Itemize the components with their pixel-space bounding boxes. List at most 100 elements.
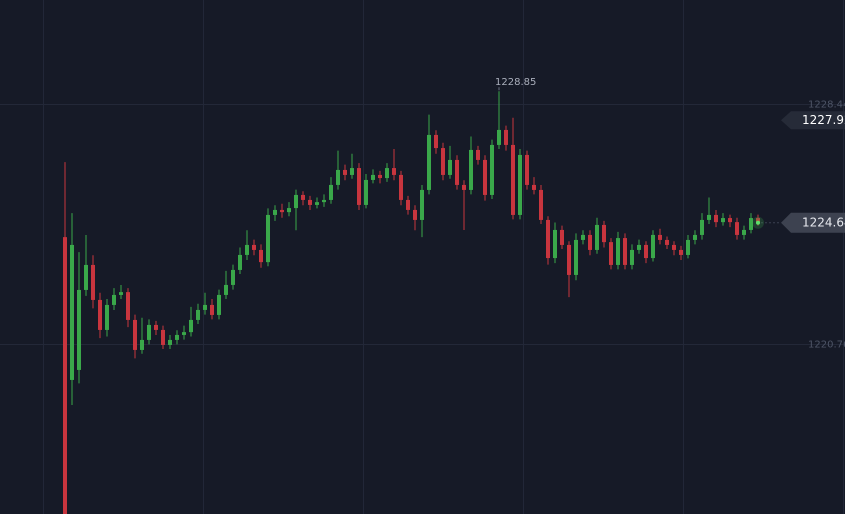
candle-body	[329, 184, 333, 200]
candle-body	[630, 249, 634, 265]
candle-body	[231, 269, 235, 285]
candle-body	[672, 244, 676, 250]
candle-body	[98, 299, 102, 330]
candle-body	[238, 254, 242, 270]
candle-body	[721, 218, 725, 223]
candle-body	[182, 332, 186, 335]
candle-body	[91, 264, 95, 300]
candle-body	[413, 209, 417, 220]
candle-body	[70, 244, 74, 380]
candle-body	[161, 329, 165, 345]
vertical-grid	[43, 0, 844, 514]
candle-body	[63, 237, 67, 514]
candle-body	[686, 239, 690, 255]
candle-body	[168, 339, 172, 345]
candle-body	[315, 202, 319, 205]
candle-body	[266, 214, 270, 263]
candle-body	[700, 219, 704, 235]
candle-body	[728, 218, 732, 223]
candle-body	[371, 174, 375, 180]
candle-body	[574, 239, 578, 275]
candle-body	[714, 214, 718, 223]
candle-body	[665, 239, 669, 245]
candle-body	[378, 174, 382, 179]
candle-body	[210, 304, 214, 315]
candle-body	[357, 168, 361, 205]
candle-body	[287, 208, 291, 213]
candle-body	[644, 244, 648, 259]
candle-body	[455, 159, 459, 185]
candle-body	[224, 284, 228, 295]
candle-body	[595, 224, 599, 250]
candle-body	[749, 218, 753, 230]
candle-body	[364, 179, 368, 205]
candle-body	[350, 168, 354, 175]
candle-body	[588, 234, 592, 250]
candle-body	[560, 229, 564, 245]
candle-body	[252, 244, 256, 250]
current-price-dot	[756, 220, 760, 225]
candle-body	[735, 222, 739, 235]
candle-body	[175, 334, 179, 340]
candle-body	[427, 134, 431, 190]
candle-body	[434, 134, 438, 149]
candle-body	[462, 184, 466, 190]
candle-body	[518, 154, 522, 215]
candle-body	[483, 159, 487, 195]
candle-body	[140, 339, 144, 350]
candle-body	[259, 249, 263, 263]
candle-body	[322, 199, 326, 203]
candle-body	[399, 174, 403, 200]
candle-body	[602, 224, 606, 243]
candle-body	[154, 324, 158, 330]
candle-body	[119, 292, 123, 295]
candle-body	[504, 129, 508, 145]
candle-body	[525, 154, 529, 185]
candle-body	[420, 189, 424, 220]
candle-body	[217, 294, 221, 315]
price-tag-label: 1227.92	[802, 113, 845, 127]
candle-body	[756, 218, 760, 223]
high-price-label: 1228.85	[495, 77, 536, 88]
candle-body	[77, 289, 81, 370]
candle-body	[112, 294, 116, 305]
candle-body	[406, 199, 410, 210]
candle-body	[532, 184, 536, 190]
candle-body	[245, 244, 249, 255]
candle-body	[742, 229, 746, 235]
price-tag	[781, 111, 845, 130]
candle-body	[294, 194, 298, 209]
candle-body	[637, 244, 641, 250]
candle-body	[392, 168, 396, 175]
candle-body	[84, 264, 88, 290]
candle-body	[189, 319, 193, 333]
candle-body	[511, 144, 515, 215]
candle-body	[308, 199, 312, 205]
current-price-label: 1224.64	[802, 215, 845, 229]
candle-body	[539, 189, 543, 220]
candle-body	[623, 238, 627, 265]
candle-body	[343, 169, 347, 175]
candle-body	[497, 129, 501, 145]
candle-body	[280, 209, 284, 213]
candle-body	[126, 292, 130, 320]
candle-body	[609, 242, 613, 265]
candle-body	[105, 304, 109, 330]
candle-body	[448, 159, 452, 175]
candle-body	[385, 168, 389, 179]
candle-body	[203, 304, 207, 310]
candle-body	[196, 309, 200, 320]
candle-body	[469, 149, 473, 190]
candle-body	[336, 169, 340, 185]
y-tick-label: 1228.44	[808, 100, 845, 111]
candle-body	[490, 144, 494, 195]
candle-body	[693, 234, 697, 240]
candle-body	[707, 214, 711, 220]
candle-body	[476, 149, 480, 160]
candle-body	[147, 324, 151, 340]
candle-body	[651, 234, 655, 259]
candle-body	[546, 219, 550, 259]
